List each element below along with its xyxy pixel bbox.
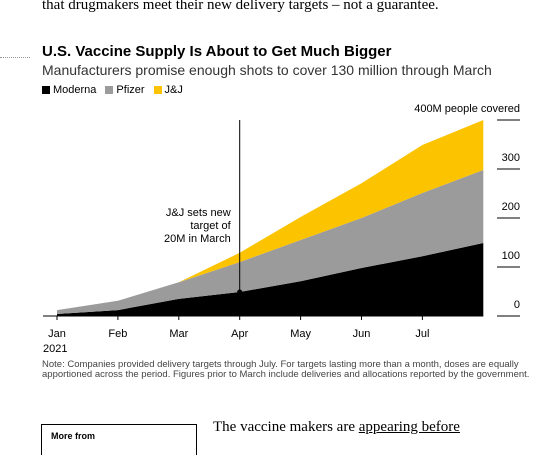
- x-tick-label: Mar: [169, 328, 188, 340]
- x-tick-label: Feb: [108, 328, 127, 340]
- x-tick-label: Jun: [353, 328, 371, 340]
- legend-swatch: [153, 86, 162, 94]
- article-text: The vaccine makers are: [213, 419, 359, 435]
- legend: Moderna Pfizer J&J: [42, 84, 183, 96]
- y-tick-label: 0: [514, 299, 520, 311]
- legend-item: Moderna: [42, 84, 96, 96]
- x-tick-label: May: [290, 328, 311, 340]
- area: [57, 169, 484, 315]
- annotation-text: target of: [190, 220, 231, 232]
- chart: 0 100 200 300 400M people covered Jan Feb Mar Ap…: [43, 103, 520, 355]
- y-tick-label: 100: [502, 250, 520, 262]
- y-tick-label: 300: [502, 152, 520, 164]
- article-text: The vaccine makers are appearing before: [213, 419, 460, 436]
- chart-subtitle: Manufacturers promise enough shots to co…: [42, 62, 492, 78]
- sidebar-box: More from: [41, 424, 197, 455]
- legend-label: Moderna: [53, 84, 97, 96]
- x-tick-label: Jan: [48, 328, 66, 340]
- y-tick-label: 200: [502, 201, 520, 213]
- area: [57, 120, 484, 311]
- divider: [0, 57, 30, 58]
- legend-label: J&J: [164, 84, 183, 96]
- x-tick-label: Jul: [415, 328, 429, 340]
- sidebar-heading: More from: [51, 431, 96, 441]
- legend-swatch: [42, 86, 50, 94]
- article-link[interactable]: appearing before: [358, 419, 460, 435]
- chart-note: Note: Companies provided delivery target…: [42, 359, 530, 380]
- legend-item: Pfizer: [105, 84, 145, 96]
- year-label: 2021: [43, 343, 67, 355]
- chart-title: U.S. Vaccine Supply Is About to Get Much…: [42, 43, 392, 60]
- annotation-dot: [237, 289, 243, 295]
- x-tick-label: Apr: [231, 328, 248, 340]
- page: {"article_top": "that drugmakers meet th…: [0, 0, 530, 455]
- area: [57, 242, 484, 316]
- annotation-text: 20M in March: [164, 233, 231, 245]
- y-tick-label: 400M people covered: [414, 103, 520, 115]
- legend-item: J&J: [153, 84, 183, 96]
- legend-label: Pfizer: [116, 84, 145, 96]
- article-text: that drugmakers meet their new delivery …: [42, 0, 439, 13]
- annotation-text: J&J sets new: [166, 207, 231, 219]
- legend-swatch: [105, 86, 114, 94]
